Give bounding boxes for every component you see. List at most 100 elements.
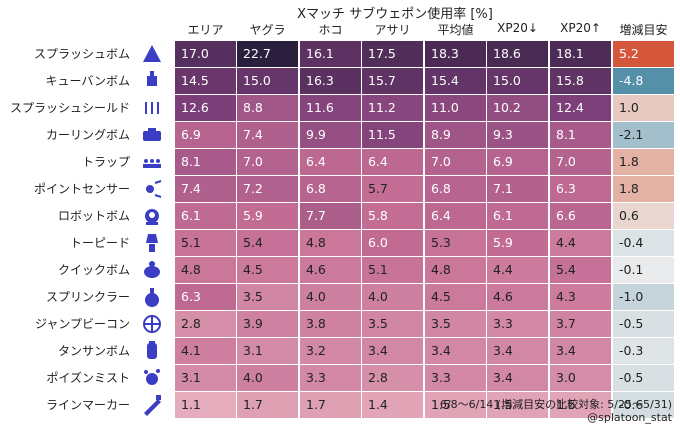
chart-title: Xマッチ サブウェポン使用率 [%] <box>297 7 493 22</box>
heatmap-cell: 6.1 <box>487 203 548 229</box>
heatmap-cell: 6.1 <box>175 203 236 229</box>
line-marker-icon <box>140 393 164 417</box>
heatmap-cell: 15.8 <box>550 68 611 94</box>
diff-cell: -0.3 <box>613 338 674 364</box>
heatmap-cell: 4.0 <box>300 284 361 310</box>
sprinkler-icon <box>140 285 164 309</box>
fizzy-bomb-icon <box>140 339 164 363</box>
heatmap-cell: 5.9 <box>487 230 548 256</box>
row-label: カーリングボム <box>45 128 130 142</box>
column-header: XP20↑ <box>560 21 601 35</box>
heatmap-cell: 6.9 <box>175 122 236 148</box>
diff-cell: 1.8 <box>613 176 674 202</box>
heatmap-cell: 3.4 <box>362 338 423 364</box>
heatmap-cell: 6.4 <box>300 149 361 175</box>
diff-cell: -0.5 <box>613 311 674 337</box>
torpedo-icon <box>140 231 164 255</box>
heatmap-cell: 3.5 <box>362 311 423 337</box>
heatmap-cell: 7.4 <box>237 122 298 148</box>
heatmap-cell: 12.4 <box>550 95 611 121</box>
diff-cell: -0.5 <box>613 365 674 391</box>
heatmap-cell: 15.4 <box>425 68 486 94</box>
heatmap-cell: 6.4 <box>425 203 486 229</box>
heatmap-cell: 3.7 <box>550 311 611 337</box>
heatmap-cell: 6.8 <box>425 176 486 202</box>
heatmap-cell: 6.0 <box>362 230 423 256</box>
heatmap-cell: 4.5 <box>237 257 298 283</box>
suction-bomb-icon <box>140 69 164 93</box>
row-label: スプラッシュボム <box>33 47 130 61</box>
heatmap-cell: 1.7 <box>237 392 298 418</box>
heatmap-cell: 4.5 <box>425 284 486 310</box>
heatmap-cell: 4.4 <box>487 257 548 283</box>
heatmap-cell: 5.4 <box>550 257 611 283</box>
diff-cell: -2.1 <box>613 122 674 148</box>
heatmap-cell: 8.1 <box>550 122 611 148</box>
heatmap-cell: 15.0 <box>487 68 548 94</box>
heatmap-cell: 18.1 <box>550 41 611 67</box>
heatmap-cell: 8.1 <box>175 149 236 175</box>
heatmap-cell: 15.0 <box>237 68 298 94</box>
heatmap-cell: 15.7 <box>362 68 423 94</box>
heatmap-cell: 3.9 <box>237 311 298 337</box>
row-label: キューバンボム <box>45 74 130 88</box>
heatmap-cell: 6.8 <box>300 176 361 202</box>
heatmap-cell: 6.6 <box>550 203 611 229</box>
diff-cell: 1.8 <box>613 149 674 175</box>
diff-cell: 5.2 <box>613 41 674 67</box>
heatmap-cell: 18.3 <box>425 41 486 67</box>
heatmap-cell: 1.4 <box>362 392 423 418</box>
heatmap-cell: 3.4 <box>550 338 611 364</box>
heatmap-cell: 3.3 <box>487 311 548 337</box>
diff-cell: -1.0 <box>613 284 674 310</box>
heatmap-cell: 5.7 <box>362 176 423 202</box>
heatmap-cell: 1.5 <box>550 392 611 418</box>
heatmap-cell: 6.4 <box>362 149 423 175</box>
heatmap-cell: 7.0 <box>425 149 486 175</box>
heatmap-cell: 14.5 <box>175 68 236 94</box>
heatmap-cell: 7.0 <box>237 149 298 175</box>
heatmap-cell: 4.3 <box>550 284 611 310</box>
heatmap-cell: 8.8 <box>237 95 298 121</box>
heatmap-cell: 22.7 <box>237 41 298 67</box>
column-header: ホコ <box>318 23 343 37</box>
heatmap-cell: 7.7 <box>300 203 361 229</box>
heatmap-cell: 11.0 <box>425 95 486 121</box>
heatmap-cell: 3.1 <box>175 365 236 391</box>
date-range-note: 6/8〜6/14 (増減目安の比較対象: 5/25〜5/31) <box>439 398 672 411</box>
trap-icon <box>140 150 164 174</box>
heatmap-cell: 4.0 <box>362 284 423 310</box>
heatmap-cell: 11.2 <box>362 95 423 121</box>
column-header: 平均値 <box>437 23 474 37</box>
heatmap-cell: 2.8 <box>175 311 236 337</box>
heatmap-cell: 5.1 <box>175 230 236 256</box>
heatmap-cell: 9.9 <box>300 122 361 148</box>
heatmap-cell: 5.9 <box>237 203 298 229</box>
heatmap-cell: 16.1 <box>300 41 361 67</box>
author-credit: @splatoon_stat <box>587 411 672 424</box>
heatmap-cell: 12.6 <box>175 95 236 121</box>
row-label: スプリンクラー <box>45 290 130 304</box>
column-header: XP20↓ <box>497 21 538 35</box>
heatmap-cell: 3.4 <box>425 338 486 364</box>
heatmap-cell: 11.6 <box>300 95 361 121</box>
heatmap-cell: 9.3 <box>487 122 548 148</box>
heatmap-cell: 3.3 <box>425 365 486 391</box>
heatmap-cell: 4.8 <box>300 230 361 256</box>
heatmap-cell: 3.5 <box>237 284 298 310</box>
heatmap-cell: 16.3 <box>300 68 361 94</box>
heatmap-cell: 7.0 <box>550 149 611 175</box>
row-label: クイックボム <box>57 263 130 277</box>
heatmap-cell: 3.2 <box>300 338 361 364</box>
heatmap-cell: 1.5 <box>425 392 486 418</box>
robo-bomb-icon <box>140 204 164 228</box>
heatmap-cell: 2.8 <box>362 365 423 391</box>
heatmap-cell: 3.1 <box>237 338 298 364</box>
heatmap-cell: 11.5 <box>362 122 423 148</box>
heatmap-cell: 6.9 <box>487 149 548 175</box>
row-label: ラインマーカー <box>45 398 130 412</box>
heatmap-cell: 3.4 <box>487 365 548 391</box>
column-header: アサリ <box>374 23 411 37</box>
heatmap-cell: 1.5 <box>487 392 548 418</box>
point-sensor-icon <box>140 177 164 201</box>
